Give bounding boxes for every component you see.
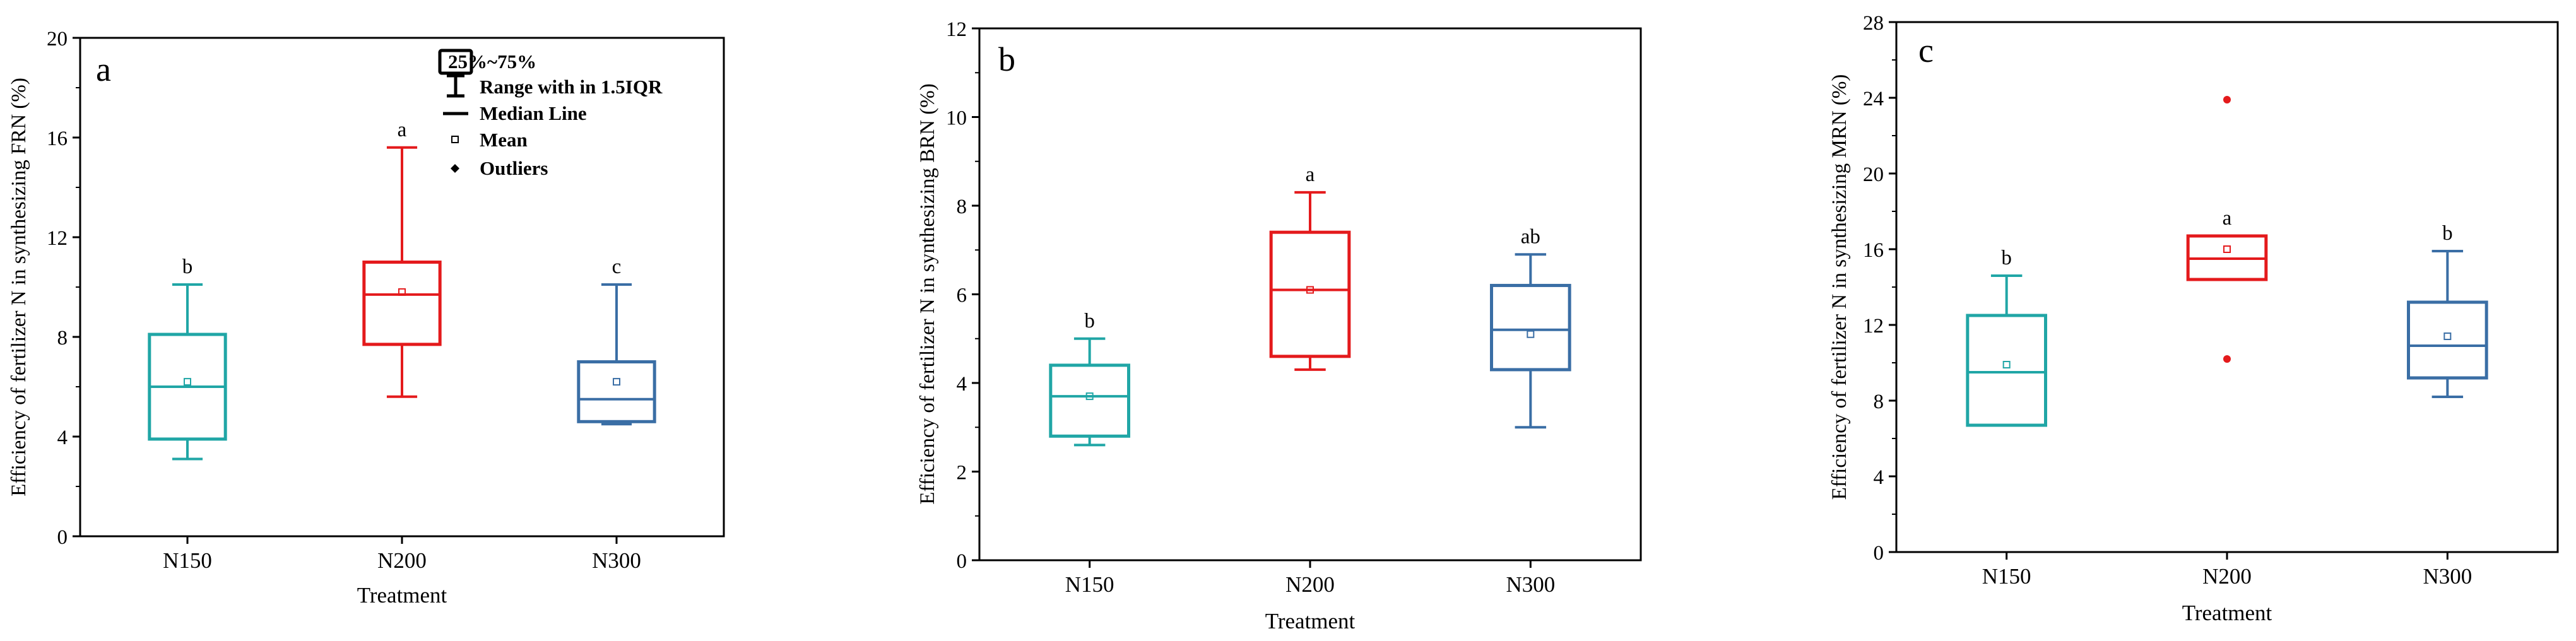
panel-a-box-n200: a: [362, 119, 442, 398]
panel-b-xtick-label: N300: [1506, 572, 1555, 597]
legend: 25%~75% Range with in 1.5IQR Median Line…: [438, 49, 663, 179]
mean-marker: [2002, 361, 2011, 368]
panel-c-ytick-label: 28: [1863, 12, 1884, 35]
iqr-box: [1269, 230, 1351, 358]
panel-a-xtick-label: N300: [592, 548, 641, 573]
panel-c-xtick-label: N300: [2423, 564, 2472, 589]
panel-c-ytick-label: 12: [1863, 315, 1884, 338]
iqr-box: [2407, 300, 2488, 380]
panel-c-ytick-label: 24: [1863, 88, 1884, 110]
significance-letter: b: [2442, 222, 2453, 245]
panel-c-xtick-label: N150: [1982, 564, 2031, 589]
iqr-box: [1966, 314, 2047, 427]
panel-b-xlabel: Treatment: [1265, 609, 1356, 633]
panel-b-label: b: [998, 40, 1015, 78]
legend-outlier-swatch: [451, 164, 459, 173]
panel-a-xtick-label: N200: [377, 548, 427, 573]
legend-whisker-swatch: [447, 74, 464, 98]
panel-a-ytick-label: 8: [57, 327, 68, 350]
outlier-point: [2223, 355, 2231, 363]
legend-outliers-label: Outliers: [480, 157, 548, 179]
significance-letter: ab: [1521, 225, 1540, 248]
panel-c-ytick-label: 20: [1863, 163, 1884, 186]
panel-c-box-n150: b: [1966, 247, 2047, 427]
panel-c: 0 4 8 12 16 20 24 28 N150 N200 N300 b a b c Efficienc…: [1828, 12, 2559, 625]
panel-c-label: c: [1918, 32, 1934, 69]
mean-marker: [1085, 392, 1094, 401]
panel-b-ytick-label: 12: [946, 18, 967, 41]
significance-letter: b: [182, 256, 193, 278]
mean-marker: [2443, 332, 2452, 340]
panel-a: 0 4 8 12 16 20 N150 N200 N300 b a c a Efficiency of…: [8, 28, 725, 608]
panel-c-plot: 0 4 8 12 16 20 24 28 N150 N200 N300 b a b: [1863, 12, 2488, 589]
panel-a-ytick-label: 20: [47, 28, 68, 50]
iqr-box: [577, 360, 656, 423]
panel-c-ytick-label: 0: [1874, 542, 1884, 565]
panel-a-box-n150: b: [148, 256, 227, 461]
panel-a-xlabel: Treatment: [357, 583, 447, 608]
legend-median-label: Median Line: [480, 102, 587, 124]
panel-c-box-n200: a: [2186, 96, 2268, 363]
mean-marker: [1306, 286, 1314, 294]
panel-a-ytick-label: 16: [47, 127, 68, 150]
panel-a-box-n300: c: [577, 256, 656, 426]
significance-letter: b: [1084, 310, 1095, 332]
legend-whisker-label: Range with in 1.5IQR: [480, 76, 663, 98]
panel-a-ytick-label: 0: [57, 526, 68, 549]
iqr-box: [1490, 283, 1571, 372]
panel-b-ytick-label: 6: [957, 285, 967, 307]
panel-b-ylabel: Efficiency of fertilizer N in synthesizi…: [916, 83, 939, 504]
panel-c-ylabel: Efficiency of fertilizer N in synthesizi…: [1828, 74, 1851, 500]
panel-b-frame: [978, 27, 1642, 562]
panel-a-plot: 0 4 8 12 16 20 N150 N200 N300 b a c: [47, 28, 656, 573]
legend-mean-swatch: [451, 136, 459, 143]
iqr-box: [1049, 363, 1130, 438]
panel-a-xtick-label: N150: [163, 548, 212, 573]
panel-a-label: a: [96, 50, 111, 88]
panel-c-xlabel: Treatment: [2182, 601, 2272, 625]
legend-box-label: 25%~75%: [448, 50, 536, 73]
panel-c-ytick-label: 8: [1874, 391, 1884, 413]
panel-a-frame: [79, 37, 725, 538]
mean-marker: [398, 288, 406, 296]
panel-b-box-n150: b: [1049, 310, 1130, 447]
panel-b-ytick-label: 4: [957, 373, 967, 396]
mean-marker: [1527, 330, 1535, 338]
significance-letter: c: [612, 256, 622, 278]
legend-box-swatch: [438, 49, 473, 75]
mean-marker: [184, 378, 191, 386]
panel-c-ytick-label: 4: [1874, 466, 1884, 489]
mean-marker: [2223, 245, 2231, 253]
panel-c-ytick-label: 16: [1863, 239, 1884, 262]
panel-b-xtick-label: N200: [1285, 572, 1335, 597]
panel-b-ytick-label: 2: [957, 462, 967, 485]
panel-b-ytick-label: 0: [957, 550, 967, 573]
panel-a-ylabel: Efficiency of fertilizer N in synthesizi…: [8, 78, 30, 497]
panel-c-xtick-label: N200: [2202, 564, 2252, 589]
panel-b-ytick-label: 8: [957, 196, 967, 218]
panel-b-box-n200: a: [1269, 163, 1351, 371]
significance-letter: a: [2223, 207, 2232, 230]
significance-letter: a: [398, 119, 407, 141]
panel-c-box-n300: b: [2407, 222, 2488, 398]
mean-marker: [613, 378, 620, 386]
panel-a-ytick-label: 12: [47, 227, 68, 250]
legend-mean-label: Mean: [480, 129, 528, 151]
panel-a-ytick-label: 4: [57, 426, 68, 449]
panel-b-ytick-label: 10: [946, 107, 967, 130]
panel-b-box-n300: ab: [1490, 225, 1571, 429]
panel-b-xtick-label: N150: [1065, 572, 1114, 597]
panel-b-plot: 0 2 4 6 8 10 12 N150 N200 N300 b a ab: [946, 18, 1571, 597]
significance-letter: b: [2001, 247, 2012, 269]
iqr-box: [362, 261, 442, 346]
panel-b: 0 2 4 6 8 10 12 N150 N200 N300 b a ab b Efficiency o…: [916, 18, 1642, 633]
outlier-point: [2223, 96, 2231, 103]
significance-letter: a: [1306, 163, 1315, 186]
